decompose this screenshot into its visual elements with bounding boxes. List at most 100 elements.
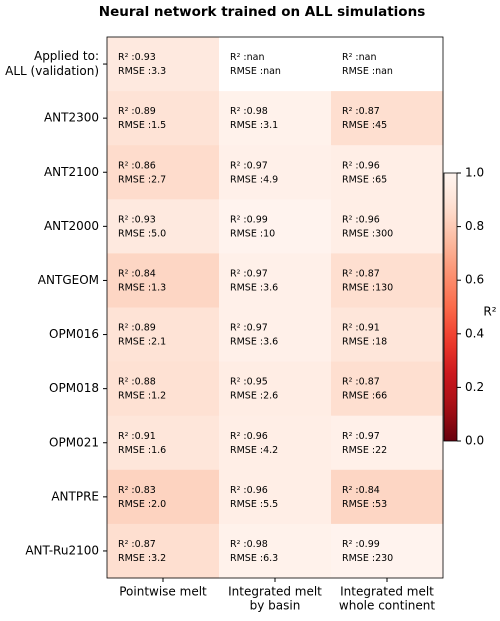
cell-rmse: RMSE :45 bbox=[342, 120, 387, 131]
colorbar-tick-label: 0.8 bbox=[465, 219, 484, 233]
cell-r2: R² :0.84 bbox=[342, 484, 380, 495]
rmse-prefix: RMSE : bbox=[118, 120, 151, 131]
rmse-value: 22 bbox=[375, 444, 387, 455]
rmse-prefix: RMSE : bbox=[230, 390, 263, 401]
cell-r2: R² :0.95 bbox=[230, 376, 268, 387]
heatmap-cell bbox=[107, 361, 220, 417]
cell-rmse: RMSE :53 bbox=[342, 498, 387, 509]
colorbar-tick-label: 0.4 bbox=[465, 326, 484, 340]
r2-prefix: R² : bbox=[342, 322, 359, 333]
heatmap-cell bbox=[107, 307, 220, 363]
row-label: Applied to: bbox=[34, 49, 99, 63]
r2-prefix: R² : bbox=[342, 484, 359, 495]
rmse-value: 18 bbox=[375, 336, 387, 347]
r2-prefix: R² : bbox=[230, 214, 247, 225]
rmse-prefix: RMSE : bbox=[230, 444, 263, 455]
r2-value: 0.98 bbox=[247, 106, 268, 117]
heatmap-cell bbox=[331, 415, 444, 471]
heatmap-cell bbox=[219, 523, 332, 579]
rmse-value: 230 bbox=[375, 552, 393, 563]
r2-value: 0.95 bbox=[247, 376, 268, 387]
cell-r2: R² :0.96 bbox=[342, 214, 380, 225]
cell-rmse: RMSE :66 bbox=[342, 390, 387, 401]
cell-rmse: RMSE :3.6 bbox=[230, 282, 278, 293]
rmse-value: 1.3 bbox=[151, 282, 166, 293]
heatmap-cell bbox=[107, 523, 220, 579]
r2-prefix: R² : bbox=[230, 322, 247, 333]
rmse-prefix: RMSE : bbox=[230, 174, 263, 185]
r2-value: 0.93 bbox=[135, 52, 156, 63]
rmse-value: 130 bbox=[375, 282, 393, 293]
r2-prefix: R² : bbox=[118, 214, 135, 225]
cell-r2: R² :0.96 bbox=[230, 430, 268, 441]
heatmap-cell bbox=[219, 307, 332, 363]
colorbar-label: R² bbox=[483, 305, 496, 319]
heatmap-cell bbox=[107, 199, 220, 254]
column-label: Integrated melt bbox=[340, 585, 434, 599]
r2-prefix: R² : bbox=[118, 376, 135, 387]
rmse-value: 5.0 bbox=[151, 228, 166, 239]
cell-r2: R² :0.89 bbox=[118, 322, 156, 333]
r2-value: 0.87 bbox=[359, 268, 380, 279]
r2-value: 0.87 bbox=[135, 538, 156, 549]
chart-title: Neural network trained on ALL simulation… bbox=[99, 4, 425, 20]
r2-value: 0.88 bbox=[135, 376, 156, 387]
cell-rmse: RMSE :1.5 bbox=[118, 120, 166, 131]
cell-rmse: RMSE :nan bbox=[230, 66, 281, 77]
r2-prefix: R² : bbox=[342, 52, 359, 63]
cell-r2: R² :0.93 bbox=[118, 214, 156, 225]
r2-prefix: R² : bbox=[118, 52, 135, 63]
r2-prefix: R² : bbox=[118, 484, 135, 495]
r2-prefix: R² : bbox=[230, 106, 247, 117]
cell-rmse: RMSE :300 bbox=[342, 228, 393, 239]
heatmap-cell bbox=[219, 253, 332, 308]
rmse-prefix: RMSE : bbox=[118, 444, 151, 455]
column-label: whole continent bbox=[339, 599, 435, 613]
row-label: ANTPRE bbox=[51, 489, 99, 503]
cell-rmse: RMSE :3.6 bbox=[230, 336, 278, 347]
cell-rmse: RMSE :2.0 bbox=[118, 498, 166, 509]
rmse-value: nan bbox=[375, 66, 393, 77]
r2-value: 0.96 bbox=[359, 160, 380, 171]
rmse-value: 6.3 bbox=[263, 552, 278, 563]
heatmap-cell bbox=[107, 91, 220, 146]
r2-prefix: R² : bbox=[342, 538, 359, 549]
heatmap-cell bbox=[219, 361, 332, 417]
r2-prefix: R² : bbox=[118, 106, 135, 117]
cell-r2: R² :0.87 bbox=[342, 376, 380, 387]
cell-r2: R² :0.96 bbox=[342, 160, 380, 171]
cell-r2: R² :0.99 bbox=[230, 214, 268, 225]
rmse-value: 2.6 bbox=[263, 390, 278, 401]
rmse-prefix: RMSE : bbox=[118, 336, 151, 347]
cell-rmse: RMSE :10 bbox=[230, 228, 275, 239]
rmse-value: 3.6 bbox=[263, 336, 278, 347]
cell-r2: R² :0.84 bbox=[118, 268, 156, 279]
r2-prefix: R² : bbox=[230, 376, 247, 387]
heatmap-cell bbox=[219, 415, 332, 471]
rmse-value: 2.7 bbox=[151, 174, 166, 185]
heatmap-cell bbox=[107, 469, 220, 525]
rmse-prefix: RMSE : bbox=[342, 498, 375, 509]
rmse-prefix: RMSE : bbox=[118, 228, 151, 239]
cell-r2: R² :0.97 bbox=[230, 160, 268, 171]
rmse-value: 4.2 bbox=[263, 444, 278, 455]
cell-r2: R² :0.88 bbox=[118, 376, 156, 387]
rmse-value: 3.3 bbox=[151, 66, 166, 77]
cell-r2: R² :0.93 bbox=[118, 52, 156, 63]
rmse-prefix: RMSE : bbox=[342, 282, 375, 293]
r2-prefix: R² : bbox=[230, 430, 247, 441]
rmse-value: 1.5 bbox=[151, 120, 166, 131]
heatmap-cell bbox=[331, 253, 444, 308]
rmse-prefix: RMSE : bbox=[342, 120, 375, 131]
r2-value: 0.97 bbox=[247, 160, 268, 171]
rmse-value: 53 bbox=[375, 498, 387, 509]
r2-value: 0.96 bbox=[247, 430, 268, 441]
row-label: OPM016 bbox=[49, 327, 99, 341]
cell-r2: R² :0.87 bbox=[342, 106, 380, 117]
rmse-value: nan bbox=[263, 66, 281, 77]
heatmap-cell bbox=[219, 91, 332, 146]
cell-rmse: RMSE :3.1 bbox=[230, 120, 278, 131]
rmse-prefix: RMSE : bbox=[342, 66, 375, 77]
colorbar bbox=[443, 172, 458, 442]
heatmap-cell bbox=[107, 145, 220, 200]
